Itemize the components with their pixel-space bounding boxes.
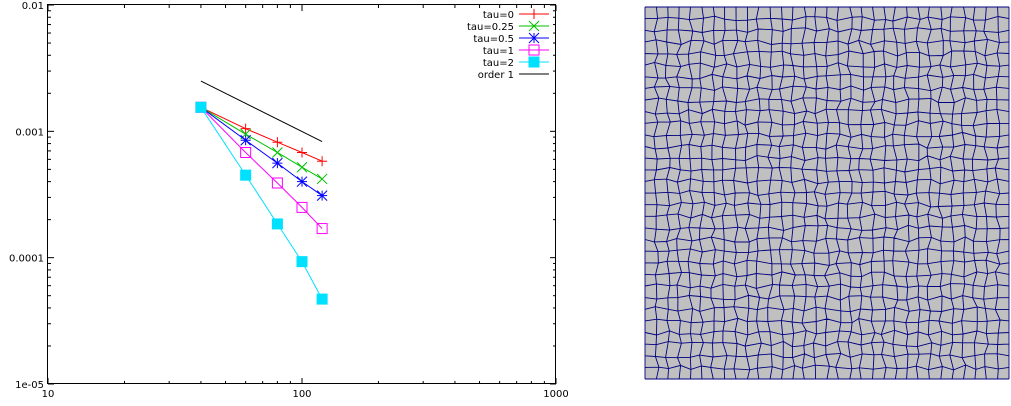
y-tick-label: 0.001 <box>15 127 44 138</box>
data-point <box>240 169 252 181</box>
legend-label: tau=0.25 <box>467 22 514 33</box>
x-tick-label: 1000 <box>543 389 568 400</box>
y-axis-ticks: 1e-05 0.0001 0.001 0.01 <box>9 1 556 391</box>
data-point <box>317 156 328 167</box>
data-point <box>272 157 283 169</box>
legend-entry: tau=0.5 <box>473 32 549 45</box>
data-point <box>195 101 207 113</box>
x-axis-ticks: 10 100 1000 <box>42 5 569 400</box>
series-tau-2 <box>195 101 328 305</box>
data-point <box>297 147 307 158</box>
data-point <box>316 293 328 305</box>
series-line <box>200 106 323 229</box>
legend-marker <box>528 32 540 44</box>
data-point <box>316 173 328 185</box>
data-point <box>240 123 251 134</box>
data-point <box>272 147 283 158</box>
data-point <box>271 218 283 230</box>
data-point <box>296 256 308 268</box>
mesh-lines <box>644 6 1010 380</box>
data-point <box>240 134 252 146</box>
legend-entry: tau=1 <box>483 44 549 57</box>
mesh-edges <box>644 6 1010 380</box>
data-point <box>271 177 283 189</box>
data-point <box>296 201 308 213</box>
series-order-1 <box>200 80 323 143</box>
legend-label: tau=0 <box>483 10 514 21</box>
x-tick-label: 100 <box>292 389 311 400</box>
legend-label: tau=0.5 <box>473 34 514 45</box>
legend-marker <box>528 56 540 68</box>
legend-entry: tau=0 <box>483 9 549 21</box>
y-tick-label: 0.0001 <box>9 254 44 265</box>
series-line <box>200 80 323 143</box>
data-point <box>316 190 328 201</box>
data-point <box>316 223 328 235</box>
legend-marker <box>528 20 540 32</box>
legend-marker <box>528 44 540 56</box>
data-point <box>240 146 252 158</box>
legend-entry: order 1 <box>478 70 549 81</box>
data-point <box>296 176 308 187</box>
plot-series <box>195 80 328 305</box>
legend-label: order 1 <box>478 70 514 81</box>
legend-label: tau=2 <box>483 58 514 69</box>
legend-marker <box>529 9 539 19</box>
legend-entry: tau=0.25 <box>467 20 549 33</box>
y-tick-label: 1e-05 <box>15 380 44 391</box>
legend-label: tau=1 <box>483 46 514 57</box>
data-point <box>272 137 283 148</box>
legend-entry: tau=2 <box>483 56 549 69</box>
x-tick-label: 10 <box>42 389 55 400</box>
data-point <box>296 161 308 173</box>
y-tick-label: 0.01 <box>22 1 44 12</box>
